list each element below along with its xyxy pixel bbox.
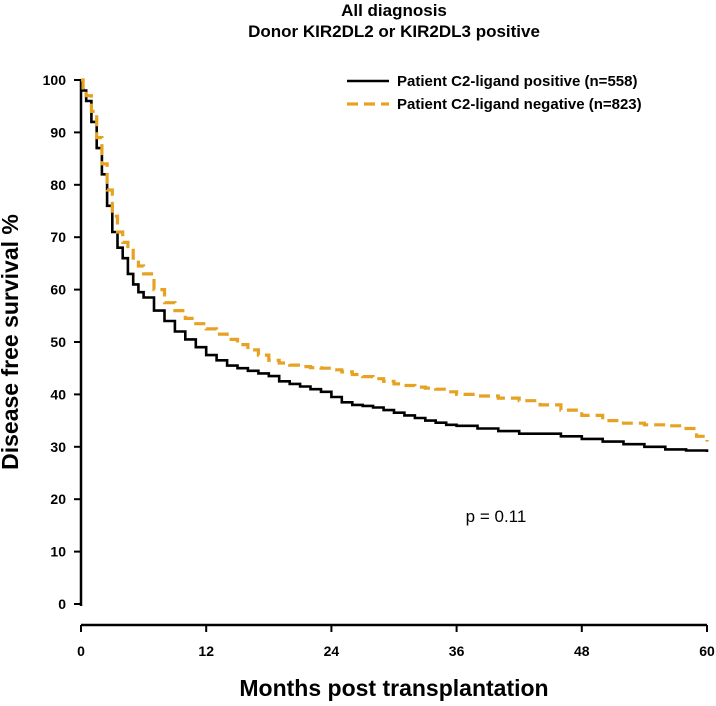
y-tick-label: 40: [50, 386, 66, 402]
chart-title: All diagnosis Donor KIR2DL2 or KIR2DL3 po…: [248, 1, 540, 41]
series-line-c2-positive: [81, 78, 709, 452]
legend-label-2: Patient C2-ligand negative (n=823): [397, 96, 642, 113]
x-tick-label: 36: [449, 643, 465, 659]
axes: 0 10 20 30 40 50 60 70 80 90 100 0 12 24 36 48 60: [43, 72, 715, 659]
y-tick-label: 70: [50, 229, 66, 245]
y-tick-label: 60: [50, 282, 66, 298]
y-tick-label: 80: [50, 177, 66, 193]
y-axis-label: Disease free survival %: [0, 214, 23, 470]
y-tick-label: 20: [50, 491, 66, 507]
x-axis-label: Months post transplantation: [239, 675, 548, 701]
y-tick-label: 10: [50, 544, 66, 560]
title-line-1: All diagnosis: [341, 1, 447, 20]
p-value-annotation: p = 0.11: [466, 507, 527, 526]
x-tick-label: 12: [198, 643, 214, 659]
x-tick-label: 48: [574, 643, 590, 659]
x-tick-label: 24: [324, 643, 340, 659]
series-lines: [81, 78, 709, 452]
y-tick-label: 50: [50, 334, 66, 350]
series-line-c2-negative: [81, 78, 709, 442]
title-line-2: Donor KIR2DL2 or KIR2DL3 positive: [248, 22, 540, 41]
y-tick-label: 30: [50, 439, 66, 455]
y-tick-label: 0: [58, 596, 66, 612]
x-tick-label: 60: [699, 643, 715, 659]
y-tick-label: 90: [50, 124, 66, 140]
legend-label-1: Patient C2-ligand positive (n=558): [397, 73, 637, 90]
y-tick-label: 100: [43, 72, 67, 88]
x-tick-label: 0: [77, 643, 85, 659]
legend: Patient C2-ligand positive (n=558) Patien…: [347, 73, 642, 113]
